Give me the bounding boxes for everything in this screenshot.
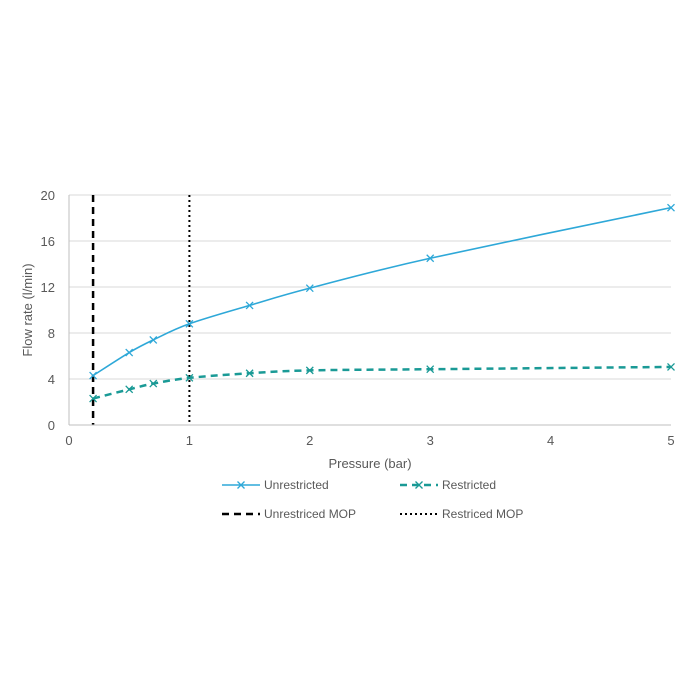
data-point [667,362,675,371]
data-point [245,301,254,310]
legend-entry: Unrestricted [222,478,329,492]
legend-marker [237,481,245,489]
y-axis-title: Flow rate (l/min) [20,263,35,356]
data-point [245,369,254,378]
data-point [426,365,435,374]
data-series [89,203,675,403]
series-line-1 [92,206,672,377]
data-point [149,379,158,388]
mop-lines [91,195,191,425]
x-axis-title: Pressure (bar) [328,456,411,471]
x-tick-label: 2 [306,433,313,448]
legend-entry: Restricted [400,478,496,492]
data-point [426,254,435,263]
data-point [185,319,194,328]
x-tick-label: 0 [65,433,72,448]
x-tick-label: 5 [667,433,674,448]
legend: Unrestricted Restricted Unrestriced MOP Res… [222,478,523,521]
y-tick-label: 12 [41,280,55,295]
legend-entry: Unrestriced MOP [222,507,356,521]
y-tick-label: 20 [41,188,55,203]
data-point [125,385,134,394]
y-tick-label: 0 [48,418,55,433]
data-point [305,366,314,375]
x-tick-label: 3 [427,433,434,448]
data-point [149,335,158,344]
legend-label: Unrestriced MOP [264,507,356,521]
legend-entry: Restriced MOP [400,507,523,521]
legend-label: Unrestricted [264,478,329,492]
data-point [125,348,134,357]
data-point [305,284,314,293]
y-tick-label: 4 [48,372,55,387]
data-point [89,371,98,380]
legend-label: Restriced MOP [442,507,523,521]
data-point [667,203,675,212]
data-point [185,373,194,382]
y-tick-label: 8 [48,326,55,341]
legend-marker [415,481,423,489]
series-line-2 [92,365,672,400]
x-tick-label: 4 [547,433,554,448]
x-tick-label: 1 [186,433,193,448]
data-point [89,394,98,403]
legend-label: Restricted [442,478,496,492]
gridlines [69,194,671,380]
y-tick-label: 16 [41,234,55,249]
